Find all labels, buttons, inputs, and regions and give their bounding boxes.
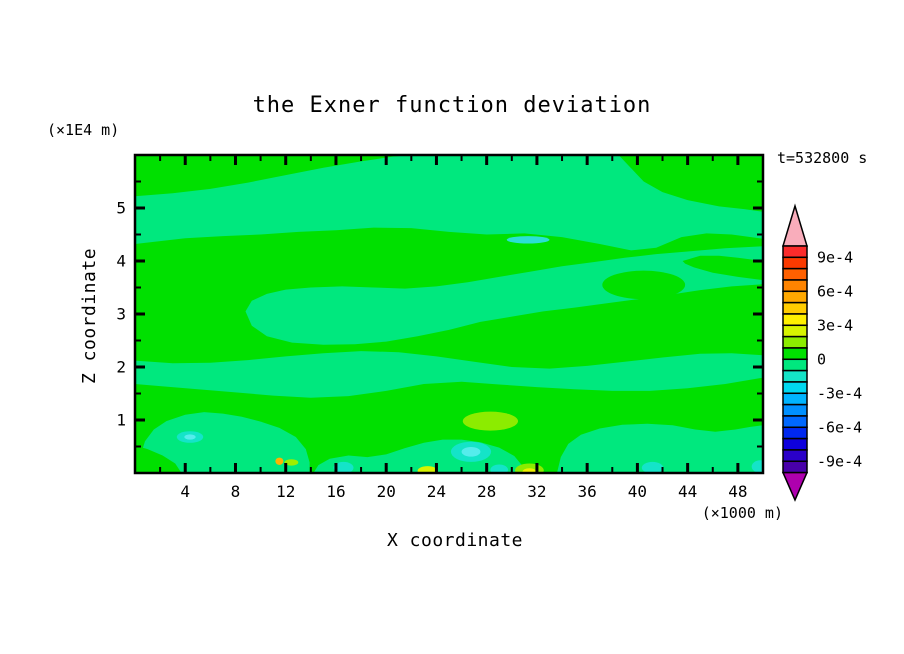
colorbar-cell (782, 301, 808, 315)
y-tick-label: 5 (116, 199, 126, 218)
colorbar-cell (782, 256, 808, 270)
colorbar-label: 9e-4 (817, 248, 853, 266)
turquoise-spot-5 (641, 461, 664, 473)
lower-negative-band (135, 351, 763, 398)
bottom-right-negative-region (557, 423, 763, 473)
x-tick-label: 40 (628, 482, 647, 501)
z-axis-title: Z coordinate (79, 248, 100, 384)
chartreuse-dash (284, 459, 299, 466)
plot-border (133, 153, 765, 475)
y-tick-label: 3 (116, 305, 126, 324)
x-tick-label: 20 (377, 482, 396, 501)
turquoise-spot-3 (333, 461, 354, 473)
colorbar-cell (782, 267, 808, 281)
yellow-spot-bottom (417, 466, 438, 473)
cyan-sliver-mid-level (506, 236, 550, 244)
x-tick-label: 32 (527, 482, 546, 501)
y-tick-label: 2 (116, 358, 126, 377)
corner-positive-wedge (135, 445, 182, 473)
bottom-left-negative-blob (137, 412, 310, 473)
colorbar-cell (782, 403, 808, 417)
turquoise-spot-corner (751, 460, 763, 473)
x-tick-label: 4 (180, 482, 190, 501)
x-tick-label: 28 (477, 482, 496, 501)
colorbar-cell (782, 347, 808, 361)
y-tick-label: 1 (116, 411, 126, 430)
colorbar-label: 0 (817, 350, 826, 368)
y-axis-unit-label: (×1E4 m) (47, 121, 119, 139)
y-axis-tick-labels: 1 2 3 4 5 (116, 199, 126, 430)
y-tick-label: 4 (116, 252, 126, 271)
x-axis-tick-labels: 4 8 12 16 20 24 28 32 36 40 44 48 (180, 482, 747, 501)
turquoise-spot-2-core (461, 447, 481, 457)
colorbar-cell (782, 460, 808, 474)
x-tick-label: 36 (578, 482, 597, 501)
colorbar-cell (782, 449, 808, 463)
colorbar-cell (782, 437, 808, 451)
x-tick-label: 16 (326, 482, 345, 501)
x-tick-label: 24 (427, 482, 446, 501)
turquoise-spot-1-core (184, 434, 196, 440)
x-tick-label: 44 (678, 482, 697, 501)
positive-tongue-right-edge (682, 255, 763, 281)
middle-negative-band (245, 246, 763, 345)
colorbar-cell (782, 279, 808, 293)
x-axis-title: X coordinate (387, 530, 523, 551)
x-tick-label: 48 (728, 482, 747, 501)
colorbar-label: -3e-4 (817, 384, 862, 402)
contour-field (135, 155, 763, 473)
colorbar-cell (782, 426, 808, 440)
x-tick-label: 8 (231, 482, 241, 501)
time-annotation: t=532800 s (777, 149, 867, 167)
colorbar-cell (782, 381, 808, 395)
colorbar-labels: 9e-4 6e-4 3e-4 0 -3e-4 -6e-4 -9e-4 (817, 248, 862, 470)
colorbar-over-arrow (781, 203, 809, 247)
colorbar-cell (782, 290, 808, 304)
colorbar-label: -6e-4 (817, 418, 862, 436)
axis-ticks (136, 156, 762, 472)
colorbar-cell (782, 369, 808, 383)
chartreuse-blob-main (462, 411, 518, 431)
colorbar-cell (782, 335, 808, 349)
colorbar-cell (782, 392, 808, 406)
colorbar-cell (782, 245, 808, 259)
colorbar-label: -9e-4 (817, 452, 862, 470)
positive-island-in-band (602, 270, 686, 300)
colorbar-under-arrow (781, 471, 809, 502)
colorbar-label: 6e-4 (817, 282, 853, 300)
orange-dot (275, 457, 284, 465)
colorbar-cell (782, 313, 808, 327)
colorbar (781, 203, 809, 502)
figure-title: the Exner function deviation (253, 93, 652, 118)
turquoise-spot-4 (490, 464, 508, 473)
upper-negative-band (135, 155, 763, 251)
x-axis-unit-label: (×1000 m) (702, 504, 783, 522)
x-tick-label: 12 (276, 482, 295, 501)
colorbar-cell (782, 358, 808, 372)
colorbar-label: 3e-4 (817, 316, 853, 334)
colorbar-cell (782, 415, 808, 429)
colorbar-cell (782, 324, 808, 338)
